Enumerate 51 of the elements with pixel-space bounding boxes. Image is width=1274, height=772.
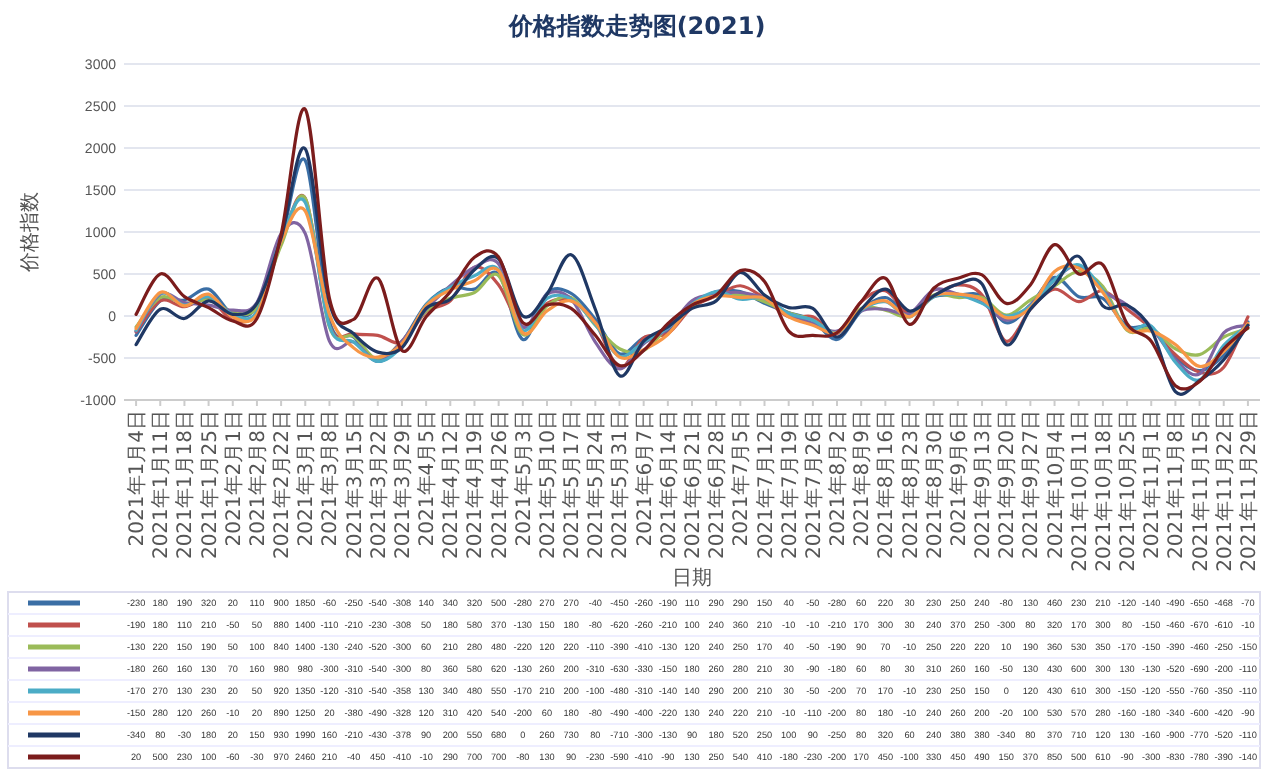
x-tick-label: 2021年11月15日 xyxy=(1188,410,1213,572)
x-tick-label: 2021年8月2日 xyxy=(826,410,851,547)
y-axis-title: 价格指数 xyxy=(18,192,42,274)
x-tick-label: 2021年3月1日 xyxy=(294,410,319,547)
x-tick-label: 2021年2月8日 xyxy=(245,410,270,547)
x-tick-label: 2021年1月11日 xyxy=(149,410,174,560)
x-tick-label: 2021年1月25日 xyxy=(197,410,222,560)
x-tick-label: 2021年1月4日 xyxy=(125,410,150,547)
x-tick-label: 2021年9月20日 xyxy=(995,410,1020,560)
x-tick-label: 2021年7月19日 xyxy=(777,410,802,560)
x-tick-label: 2021年10月18日 xyxy=(1091,410,1116,572)
x-tick-label: 2021年8月30日 xyxy=(922,410,947,560)
x-tick-label: 2021年11月29日 xyxy=(1236,410,1261,572)
x-tick-label: 2021年3月29日 xyxy=(390,410,415,560)
x-tick-label: 2021年2月1日 xyxy=(221,410,246,547)
x-tick-label: 2021年11月22日 xyxy=(1212,410,1237,572)
x-tick-label: 2021年9月6日 xyxy=(946,410,971,547)
x-tick-label: 2021年5月31日 xyxy=(608,410,633,560)
x-tick-label: 2021年4月12日 xyxy=(439,410,464,560)
x-tick-label: 2021年4月19日 xyxy=(463,410,488,560)
line-series xyxy=(134,107,1250,390)
x-tick-label: 2021年6月14日 xyxy=(656,410,681,560)
x-tick-label: 2021年2月22日 xyxy=(270,410,295,560)
x-tick-label: 2021年4月26日 xyxy=(487,410,512,560)
x-tick-label: 2021年3月22日 xyxy=(366,410,391,560)
x-tick-label: 2021年6月21日 xyxy=(681,410,705,560)
x-tick-label: 2021年6月28日 xyxy=(705,410,730,560)
x-tick-label: 2021年5月24日 xyxy=(584,410,609,560)
chart-title: 价格指数走势图(2021) xyxy=(506,12,766,40)
x-tick-label: 2021年10月4日 xyxy=(1043,410,1068,560)
x-tick-label: 2021年5月10日 xyxy=(535,410,560,560)
x-tick-label: 2021年9月27日 xyxy=(1019,410,1044,560)
x-tick-label: 2021年7月12日 xyxy=(753,410,778,560)
x-tick-label: 2021年10月11日 xyxy=(1067,410,1092,572)
x-tick-label: 2021年3月8日 xyxy=(318,410,343,547)
x-tick-label: 2021年4月5日 xyxy=(415,410,440,547)
x-axis-title: 日期 xyxy=(672,566,712,590)
x-tick-label: 2021年8月16日 xyxy=(874,410,899,560)
x-tick-label: 2021年8月9日 xyxy=(850,410,875,547)
x-tick-label: 2021年1月18日 xyxy=(173,410,198,560)
x-tick-label: 2021年9月13日 xyxy=(971,410,996,560)
x-tick-label: 2021年3月15日 xyxy=(342,410,367,560)
x-tick-label: 2021年5月3日 xyxy=(511,410,536,547)
x-tick-label: 2021年10月25日 xyxy=(1116,410,1141,572)
x-tick-label: 2021年11月1日 xyxy=(1140,410,1165,560)
x-tick-label: 2021年7月5日 xyxy=(729,410,754,547)
x-tick-label: 2021年11月8日 xyxy=(1164,410,1189,560)
x-tick-label: 2021年5月17日 xyxy=(560,410,585,560)
x-tick-label: 2021年6月7日 xyxy=(632,410,657,547)
x-tick-label: 2021年8月23日 xyxy=(898,410,923,560)
x-tick-label: 2021年7月26日 xyxy=(801,410,826,560)
